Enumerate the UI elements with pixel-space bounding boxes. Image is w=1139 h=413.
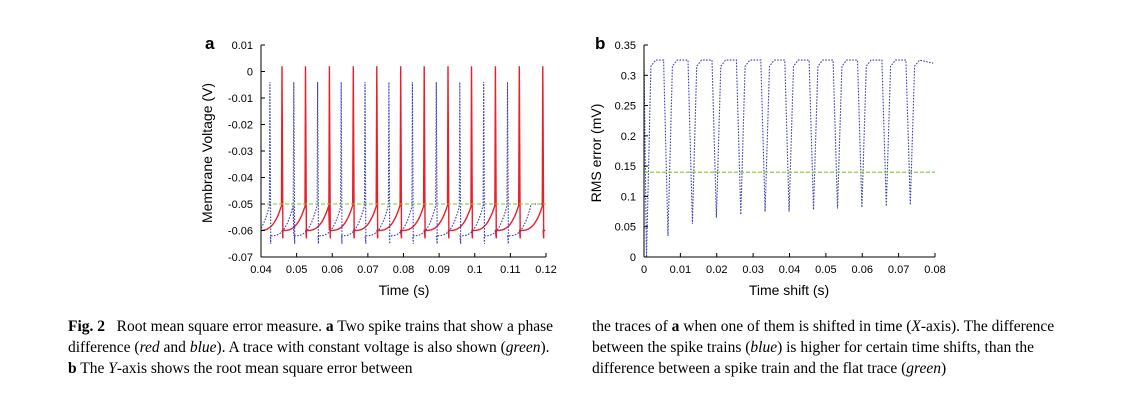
caption-green: green [505, 339, 541, 356]
caption-text5-part: -axis shows the root mean square error b… [116, 360, 413, 377]
caption-green-2: green [906, 360, 942, 377]
y-tick-label: 0.35 [615, 40, 636, 52]
panel-b-y-axis-label: RMS error (mV) [588, 104, 604, 203]
y-tick-label: -0.03 [228, 146, 253, 158]
x-tick-label: 0.08 [393, 264, 414, 276]
x-tick-label: 0.02 [706, 264, 727, 276]
caption-x: X [911, 318, 921, 335]
panel-b-x-axis-label: Time shift (s) [749, 282, 829, 298]
x-tick-label: 0.04 [250, 264, 271, 276]
panel-a-series [260, 66, 546, 244]
x-tick-label: 0.09 [428, 264, 449, 276]
x-tick-label: 0.06 [322, 264, 343, 276]
panel-a: a 0.01 0 -0.01 -0.02 -0.03 -0.04 -0.05 -0.06 -0.… [199, 34, 557, 298]
panel-a-x-axis-label: Time (s) [379, 282, 430, 298]
caption-text5-end: the traces of [592, 318, 668, 335]
y-tick-label: 0.1 [621, 191, 636, 203]
x-tick-label: 0.07 [357, 264, 378, 276]
y-tick-label: -0.07 [228, 252, 253, 264]
y-tick-label: 0.15 [615, 161, 636, 173]
caption-blue-2: blue [750, 339, 778, 356]
caption-text4: ). [540, 339, 550, 356]
panel-b-axes [643, 44, 936, 258]
x-tick-label: 0.07 [888, 264, 909, 276]
panel-b-label: b [595, 34, 605, 53]
panel-b-y-tick-labels: 0.35 0.3 0.25 0.2 0.15 0.1 0.05 0 [615, 40, 636, 264]
caption-red: red [139, 339, 160, 356]
x-tick-label: 0.12 [535, 264, 556, 276]
panel-a-x-tick-labels: 0.04 0.05 0.06 0.07 0.08 0.09 0.1 0.11 0.12 [250, 264, 556, 276]
y-tick-label: 0 [247, 67, 253, 79]
x-tick-label: 0.11 [500, 264, 521, 276]
caption-text8: ) is higher for certain time shifts, tha… [592, 339, 1035, 377]
panel-b-series [643, 59, 935, 258]
caption-right: the traces of a when one of them is shif… [592, 316, 1082, 379]
panel-a-y-axis-label: Membrane Voltage (V) [199, 83, 215, 223]
caption-left: Fig. 2 Root mean square error measure. a… [68, 316, 558, 379]
series-line-dotted [643, 59, 934, 258]
caption-y: Y [108, 360, 117, 377]
panel-a-y-tick-labels: 0.01 0 -0.01 -0.02 -0.03 -0.04 -0.05 -0.06 -0.07 [228, 40, 253, 264]
x-tick-label: 0 [641, 264, 647, 276]
panel-b: b 0.35 0.3 0.25 0.2 0.15 0.1 0.05 0 0 0.01 0.02 0.… [588, 34, 946, 298]
caption-fig-label: Fig. 2 [68, 318, 106, 335]
x-tick-label: 0.04 [779, 264, 800, 276]
panel-b-x-tick-labels: 0 0.01 0.02 0.03 0.04 0.05 0.06 0.07 0.08 [641, 264, 946, 276]
caption-text6: when one of them is shifted in time ( [683, 318, 912, 335]
series-line-solid [260, 66, 546, 239]
y-tick-label: -0.02 [228, 120, 253, 132]
x-tick-label: 0.08 [924, 264, 945, 276]
x-tick-label: 0.06 [852, 264, 873, 276]
caption-text7: -axis). The difference between the spike… [592, 318, 1055, 356]
y-tick-label: 0.01 [232, 40, 253, 52]
panel-a-axes [260, 44, 547, 258]
caption-the: The [80, 360, 105, 377]
y-tick-label: -0.05 [228, 199, 253, 211]
caption-and: and [163, 339, 186, 356]
y-tick-label: 0.25 [615, 101, 636, 113]
x-tick-label: 0.03 [742, 264, 763, 276]
caption-blue: blue [189, 339, 217, 356]
y-tick-label: 0 [630, 252, 636, 264]
y-tick-label: 0.2 [621, 131, 636, 143]
figure: a 0.01 0 -0.01 -0.02 -0.03 -0.04 -0.05 -0.06 -0.… [199, 34, 946, 298]
caption-text1: Root mean square error measure. [116, 318, 322, 335]
x-tick-label: 0.05 [286, 264, 307, 276]
y-tick-label: -0.06 [228, 226, 253, 238]
series-line-dotted [260, 82, 546, 244]
caption-text9: ) [941, 360, 947, 377]
caption-a-ref-2: a [671, 318, 680, 335]
panel-a-label: a [205, 34, 215, 53]
x-tick-label: 0.01 [670, 264, 691, 276]
caption-b-ref: b [68, 360, 77, 377]
y-tick-label: 0.3 [621, 70, 636, 82]
caption-text3: ). A trace with constant voltage is also… [216, 339, 506, 356]
caption-a-ref: a [325, 318, 334, 335]
y-tick-label: -0.01 [228, 93, 253, 105]
y-tick-label: 0.05 [615, 222, 636, 234]
caption-text2: Two spike trains that show a phase diffe… [68, 318, 554, 356]
y-tick-label: -0.04 [228, 173, 253, 185]
x-tick-label: 0.05 [815, 264, 836, 276]
x-tick-label: 0.1 [467, 264, 482, 276]
